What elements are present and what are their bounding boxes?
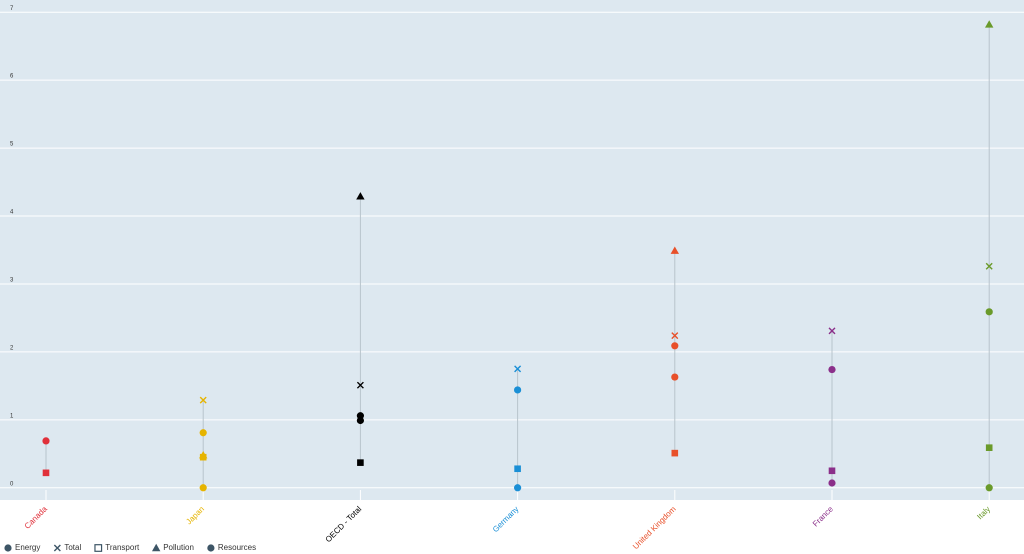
legend-label: Energy <box>15 543 40 552</box>
point <box>42 469 50 477</box>
x-tick-label: United Kingdom <box>631 504 678 551</box>
point <box>828 365 836 374</box>
plot-area <box>0 0 1024 500</box>
point <box>671 449 679 457</box>
point <box>670 246 679 254</box>
point <box>514 365 522 373</box>
point <box>985 262 993 270</box>
y-tick-label: 6 <box>10 74 14 80</box>
point <box>985 308 993 316</box>
point <box>828 479 836 487</box>
point <box>356 416 364 425</box>
y-tick-label: 4 <box>10 210 14 216</box>
legend-label: Resources <box>218 543 256 552</box>
legend-label: Pollution <box>163 543 194 552</box>
x-tick-label: Canada <box>23 504 50 531</box>
legend-marker <box>207 544 215 552</box>
point <box>199 429 207 437</box>
point <box>356 192 365 200</box>
point <box>985 20 994 28</box>
point <box>671 342 679 350</box>
y-tick-label: 2 <box>10 345 14 351</box>
y-tick-label: 7 <box>10 6 14 12</box>
point <box>514 484 522 492</box>
x-tick-label: OECD - Total <box>324 504 364 544</box>
point <box>514 386 522 394</box>
point <box>356 381 364 389</box>
point <box>199 484 207 492</box>
point <box>199 450 208 459</box>
point <box>357 459 364 466</box>
point <box>985 444 993 451</box>
x-tick-label: Italy <box>975 505 992 522</box>
x-tick-label: France <box>811 504 835 528</box>
y-tick-label: 3 <box>10 278 14 284</box>
point <box>514 465 521 473</box>
legend-label: Total <box>64 543 81 552</box>
point <box>199 396 207 404</box>
point <box>671 373 679 381</box>
x-tick-label: Germany <box>491 505 521 535</box>
legend-marker <box>152 543 161 552</box>
legend-marker <box>53 544 61 552</box>
point <box>42 437 50 445</box>
legend-label: Transport <box>105 543 140 552</box>
point <box>828 467 836 475</box>
point <box>671 332 679 340</box>
y-tick-label: 0 <box>10 481 14 487</box>
x-tick-label: Japan <box>184 505 206 527</box>
y-tick-label: 5 <box>10 142 14 148</box>
legend-marker <box>94 544 103 552</box>
point <box>828 327 836 335</box>
point <box>985 484 993 492</box>
y-tick-label: 1 <box>10 413 14 419</box>
legend-marker <box>4 544 12 552</box>
